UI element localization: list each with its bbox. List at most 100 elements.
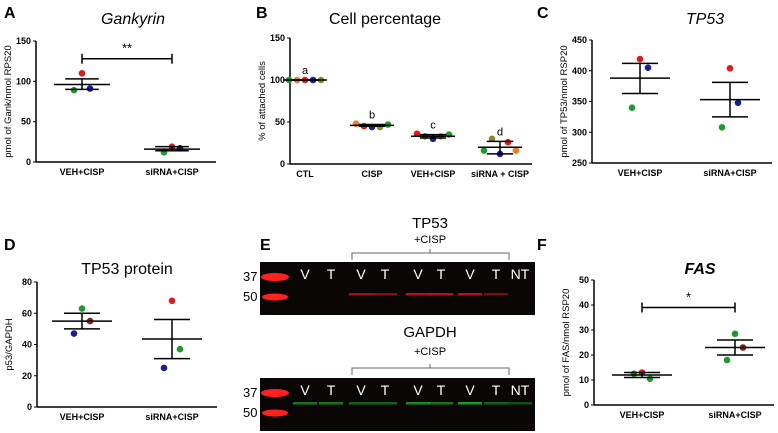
- data-point: [630, 370, 638, 378]
- lane-label: V: [300, 382, 310, 398]
- data-point: [413, 130, 421, 138]
- lane-label: V: [356, 382, 366, 398]
- y-tick-label: 100: [16, 76, 31, 86]
- data-point: [176, 345, 184, 353]
- data-point: [718, 124, 726, 131]
- chart-title: Gankyrin: [101, 11, 165, 28]
- data-point: [734, 99, 742, 107]
- lane-label: T: [381, 382, 390, 398]
- x-tick-label: CTL: [296, 169, 314, 179]
- protein-band: [319, 402, 343, 405]
- y-tick-label: 0: [27, 402, 32, 412]
- y-axis-label: % of attached cells: [257, 61, 268, 141]
- protein-band: [406, 293, 430, 296]
- group-letter: b: [369, 110, 375, 122]
- y-tick-label: 60: [22, 308, 32, 318]
- treatment-bracket: [351, 249, 510, 260]
- y-tick-label: 50: [21, 117, 31, 127]
- data-point: [488, 135, 496, 143]
- data-point: [70, 330, 78, 337]
- data-point: [78, 69, 86, 77]
- ladder-band-37: [261, 389, 289, 397]
- y-tick-label: 0: [280, 159, 285, 169]
- data-point: [160, 364, 168, 372]
- panel-label: E: [260, 237, 271, 254]
- y-tick-label: 150: [16, 36, 31, 46]
- protein-band: [458, 293, 482, 296]
- marker-label: 37: [243, 385, 257, 400]
- lane-label: V: [413, 266, 423, 282]
- x-tick-label: VEH+CISP: [618, 168, 663, 178]
- y-tick-label: 50: [275, 117, 285, 127]
- group-letter: a: [302, 65, 309, 77]
- protein-band: [293, 402, 317, 405]
- chart-title: FAS: [684, 261, 715, 278]
- bracket-label: +CISP: [414, 234, 446, 246]
- chart-title: TP53 protein: [81, 261, 173, 278]
- y-axis-label: pmol of TP53/nmol RSP20: [559, 45, 570, 157]
- panel-label: F: [537, 237, 547, 254]
- chart-panel-f: FAS 0 10 20 30 40 50 pmol of FAS/nmol RSP20 VEH+…: [561, 261, 774, 420]
- data-point: [429, 135, 437, 143]
- significance-label: *: [686, 290, 691, 305]
- x-tick-label: VEH+CISP: [411, 169, 456, 179]
- y-axis-label: pmol of Gank/nmol RPS20: [3, 45, 14, 157]
- y-tick-label: 250: [572, 158, 587, 168]
- protein-band: [429, 402, 453, 405]
- panel-label: B: [256, 5, 268, 22]
- data-point: [504, 138, 512, 146]
- chart-title: TP53: [686, 11, 724, 28]
- protein-band: [458, 402, 482, 405]
- protein-band: [373, 293, 397, 296]
- y-tick-label: 100: [270, 75, 285, 85]
- x-tick-label: CISP: [361, 169, 382, 179]
- x-tick-label: VEH+CISP: [620, 410, 665, 420]
- lane-label: T: [437, 382, 446, 398]
- group-letter: c: [430, 120, 436, 132]
- y-tick-label: 30: [579, 325, 589, 335]
- data-point: [723, 356, 731, 364]
- blot-image: [260, 262, 535, 315]
- y-axis-label: pmol of FAS/nmol RSP20: [561, 289, 572, 397]
- y-tick-label: 40: [579, 300, 589, 310]
- data-point: [628, 104, 636, 111]
- data-point: [86, 85, 94, 92]
- y-tick-label: 50: [579, 275, 589, 285]
- ladder-band-50: [262, 293, 288, 301]
- lane-label: T: [327, 382, 336, 398]
- x-tick-label: VEH+CISP: [60, 412, 105, 422]
- lane-label: V: [300, 266, 310, 282]
- lane-label: T: [492, 382, 501, 398]
- panel-label: D: [4, 237, 16, 254]
- marker-label: 50: [243, 405, 257, 420]
- data-point: [726, 64, 734, 72]
- protein-band: [373, 402, 397, 405]
- ladder-band-37: [261, 273, 289, 281]
- lane-label: V: [356, 266, 366, 282]
- lane-label: T: [327, 266, 336, 282]
- data-point: [512, 147, 520, 154]
- panel-label: A: [4, 5, 16, 22]
- data-point: [731, 330, 739, 338]
- data-point: [644, 64, 652, 71]
- y-tick-label: 10: [579, 375, 589, 385]
- y-tick-label: 150: [270, 33, 285, 43]
- y-tick-label: 300: [572, 127, 587, 137]
- y-tick-label: 0: [26, 157, 31, 167]
- data-point: [480, 147, 488, 154]
- chart-panel-d: TP53 protein 0 20 40 60 80 p53/GAPDH VEH+CISP si…: [4, 261, 217, 422]
- protein-band: [508, 402, 532, 405]
- lane-label: V: [465, 382, 475, 398]
- y-tick-label: 0: [584, 400, 589, 410]
- protein-band: [406, 402, 430, 405]
- blot-title: TP53: [412, 215, 448, 232]
- protein-band: [484, 293, 508, 296]
- ladder-band-50: [262, 409, 288, 417]
- lane-label: T: [381, 266, 390, 282]
- data-point: [646, 375, 654, 383]
- lane-label: NT: [511, 382, 530, 398]
